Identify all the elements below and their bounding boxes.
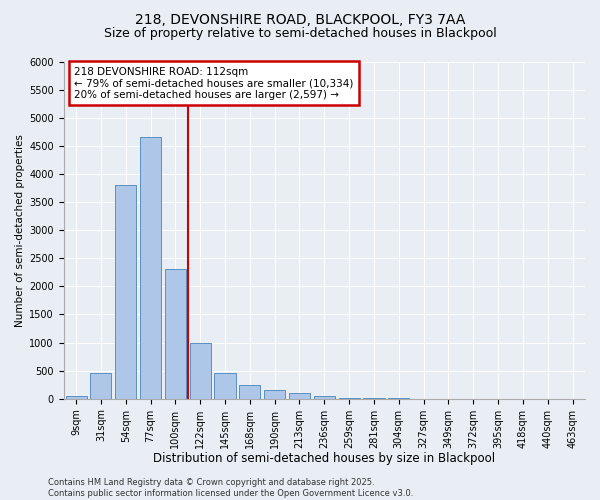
Bar — [65, 396, 86, 398]
Bar — [190, 342, 211, 398]
Bar — [214, 374, 236, 398]
Bar — [91, 374, 112, 398]
Text: 218, DEVONSHIRE ROAD, BLACKPOOL, FY3 7AA: 218, DEVONSHIRE ROAD, BLACKPOOL, FY3 7AA — [135, 12, 465, 26]
Text: Size of property relative to semi-detached houses in Blackpool: Size of property relative to semi-detach… — [104, 28, 496, 40]
Text: Contains HM Land Registry data © Crown copyright and database right 2025.
Contai: Contains HM Land Registry data © Crown c… — [48, 478, 413, 498]
Bar — [140, 138, 161, 398]
Y-axis label: Number of semi-detached properties: Number of semi-detached properties — [15, 134, 25, 326]
Bar — [289, 393, 310, 398]
Bar — [314, 396, 335, 398]
Bar — [264, 390, 285, 398]
Bar — [165, 270, 186, 398]
X-axis label: Distribution of semi-detached houses by size in Blackpool: Distribution of semi-detached houses by … — [153, 452, 496, 465]
Bar — [239, 384, 260, 398]
Text: 218 DEVONSHIRE ROAD: 112sqm
← 79% of semi-detached houses are smaller (10,334)
2: 218 DEVONSHIRE ROAD: 112sqm ← 79% of sem… — [74, 66, 353, 100]
Bar — [115, 185, 136, 398]
